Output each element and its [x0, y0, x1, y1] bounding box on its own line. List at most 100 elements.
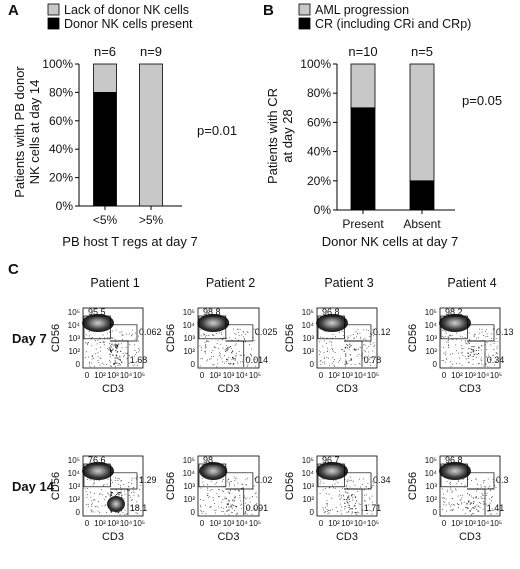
- event-dot: [122, 339, 124, 341]
- event-dot: [452, 339, 454, 341]
- event-dot: [348, 509, 350, 511]
- event-dot: [495, 351, 497, 353]
- event-dot: [473, 501, 475, 503]
- event-dot: [204, 347, 206, 349]
- row-label: Day 7: [12, 331, 47, 346]
- event-dot: [242, 483, 244, 485]
- event-dot: [105, 364, 107, 366]
- event-dot: [232, 358, 234, 360]
- event-dot: [255, 503, 257, 505]
- y-tick-label: 60%: [49, 114, 73, 128]
- event-dot: [251, 348, 253, 350]
- y-axis-label-line1-a: Patients with PB donor: [12, 66, 27, 198]
- event-dot: [320, 351, 322, 353]
- flow-x-tick: 0: [442, 519, 447, 528]
- event-dot: [89, 365, 91, 367]
- gate-pct-nk: 98.8: [203, 307, 221, 317]
- event-dot: [352, 497, 354, 499]
- event-dot: [487, 365, 489, 367]
- event-dot: [89, 479, 91, 481]
- event-dot: [445, 332, 447, 334]
- event-dot: [226, 358, 228, 360]
- event-dot: [93, 511, 95, 513]
- event-dot: [480, 349, 482, 351]
- event-dot: [117, 492, 119, 494]
- event-dot: [137, 340, 139, 342]
- event-dot: [459, 499, 461, 501]
- event-dot: [242, 361, 244, 363]
- event-dot: [201, 512, 203, 514]
- event-dot: [476, 490, 478, 492]
- event-dot: [328, 357, 330, 359]
- flow-x-tick: 10⁵: [249, 519, 261, 528]
- event-dot: [255, 509, 257, 511]
- event-dot: [374, 344, 376, 346]
- event-dot: [112, 345, 114, 347]
- event-dot: [469, 510, 471, 512]
- event-dot: [93, 499, 95, 501]
- flow-y-tick: 10⁵: [68, 456, 80, 465]
- event-dot: [347, 338, 349, 340]
- event-dot: [331, 341, 333, 343]
- event-dot: [134, 332, 136, 334]
- event-dot: [254, 492, 256, 494]
- event-dot: [476, 504, 478, 506]
- patient-title: Patient 1: [90, 276, 139, 290]
- flow-x-tick: 10⁴: [120, 519, 133, 528]
- event-dot: [349, 501, 351, 503]
- flow-y-axis-label: CD56: [284, 324, 296, 352]
- event-dot: [221, 331, 223, 333]
- event-dot: [116, 344, 118, 346]
- event-dot: [347, 487, 349, 489]
- event-dot: [472, 497, 475, 499]
- event-dot: [319, 479, 321, 481]
- event-dot: [223, 507, 225, 509]
- event-dot: [470, 348, 473, 350]
- flow-x-tick: 10⁴: [236, 371, 249, 380]
- event-dot: [486, 356, 488, 358]
- event-dot: [358, 512, 360, 514]
- event-dot: [226, 347, 229, 349]
- y-tick-label: 40%: [49, 142, 73, 156]
- event-dot: [226, 345, 228, 347]
- event-dot: [451, 334, 453, 336]
- event-dot: [237, 363, 239, 365]
- event-dot: [474, 334, 476, 336]
- event-dot: [321, 361, 323, 363]
- flow-x-tick: 10³: [223, 371, 235, 380]
- event-dot: [254, 358, 256, 360]
- event-dot: [221, 358, 223, 360]
- event-dot: [493, 349, 495, 351]
- event-dot: [483, 504, 485, 506]
- event-dot: [371, 350, 373, 352]
- event-dot: [340, 494, 342, 496]
- event-dot: [237, 482, 239, 484]
- event-dot: [131, 499, 133, 501]
- event-dot: [461, 345, 463, 347]
- flow-y-tick: 10²: [302, 347, 314, 356]
- flow-y-axis-label: CD56: [165, 324, 177, 352]
- event-dot: [443, 352, 445, 354]
- event-dot: [331, 347, 333, 349]
- event-dot: [373, 335, 375, 337]
- event-dot: [365, 507, 367, 509]
- event-dot: [368, 346, 370, 348]
- event-dot: [205, 513, 207, 515]
- event-dot: [478, 346, 480, 348]
- event-dot: [494, 484, 496, 486]
- event-dot: [446, 481, 448, 483]
- event-dot: [85, 334, 87, 336]
- event-dot: [363, 494, 365, 496]
- event-dot: [445, 353, 447, 355]
- event-dot: [490, 333, 492, 335]
- event-dot: [94, 353, 96, 355]
- gate-t: [344, 488, 363, 515]
- event-dot: [238, 335, 240, 337]
- event-dot: [319, 492, 321, 494]
- event-dot: [231, 347, 233, 349]
- event-dot: [231, 356, 234, 359]
- event-dot: [128, 363, 130, 365]
- event-dot: [478, 350, 480, 352]
- event-dot: [496, 352, 498, 354]
